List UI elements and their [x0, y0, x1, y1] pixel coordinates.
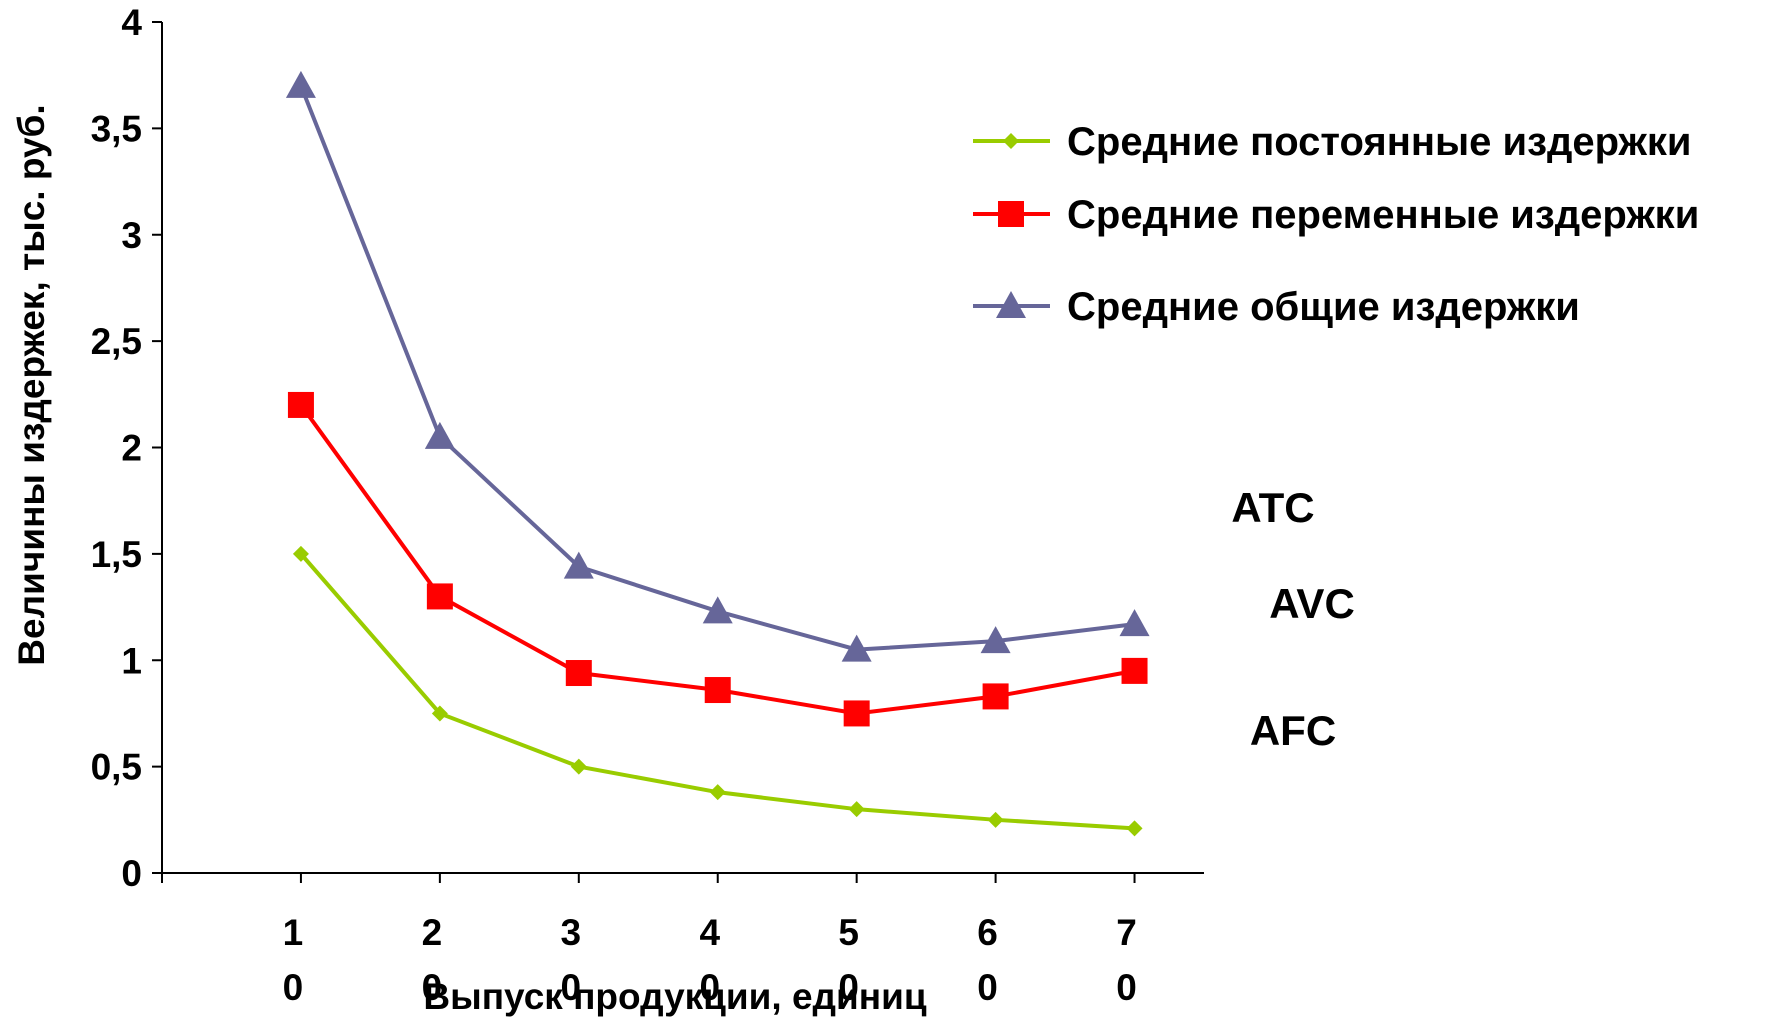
legend: Средние постоянные издержки Средние перем… — [973, 120, 1699, 329]
y-tick-label: 0 — [121, 853, 142, 894]
series-layer — [285, 70, 1150, 837]
series-afc — [292, 545, 1143, 837]
x-ticks: 1 0 2 0 3 0 4 0 5 0 6 0 7 0 — [161, 873, 1137, 1008]
data-point — [982, 683, 1009, 710]
x-tick-label: 6 — [977, 912, 998, 953]
x-axis-title: Выпуск продукции, единиц — [423, 976, 926, 1017]
x-tick-label: 1 — [283, 912, 304, 953]
data-point — [287, 391, 314, 418]
series-end-label: ATC — [1231, 484, 1314, 531]
data-point — [709, 784, 726, 801]
series-line — [299, 85, 1135, 652]
x-tick-label: 7 — [1116, 912, 1137, 953]
series-atc — [285, 70, 1150, 662]
data-point — [702, 596, 733, 624]
legend-marker — [998, 201, 1024, 227]
data-point — [1121, 657, 1148, 684]
data-point — [987, 811, 1004, 828]
y-axis-title: Величины издержек, тыс. руб. — [11, 104, 52, 665]
y-ticks: 0 0,5 1 1,5 2 2,5 3 3,5 4 — [91, 2, 162, 894]
series-end-label: AVC — [1269, 580, 1355, 627]
x-tick-label: 0 — [561, 967, 582, 1008]
y-tick-label: 4 — [121, 2, 142, 43]
data-point — [704, 677, 731, 704]
legend-label: Средние постоянные издержки — [1067, 120, 1692, 164]
y-tick-label: 2,5 — [91, 321, 142, 362]
series-line — [299, 403, 1135, 716]
legend-marker — [996, 291, 1026, 318]
data-point — [1119, 609, 1150, 637]
y-tick-label: 3,5 — [91, 108, 142, 149]
legend-label: Средние переменные издержки — [1067, 193, 1699, 237]
y-tick-label: 0,5 — [91, 747, 142, 788]
x-tick-label: 2 — [422, 912, 443, 953]
x-tick-label: 3 — [561, 912, 582, 953]
x-tick-label: 0 — [838, 967, 859, 1008]
x-tick-label: 4 — [699, 912, 720, 953]
data-point — [841, 634, 872, 662]
legend-marker — [1003, 133, 1019, 149]
data-point — [1126, 820, 1143, 837]
y-tick-label: 2 — [121, 428, 142, 469]
data-point — [848, 801, 865, 818]
legend-item: Средние общие издержки — [973, 285, 1580, 329]
y-tick-label: 1,5 — [91, 534, 142, 575]
data-point — [570, 758, 587, 775]
legend-label: Средние общие издержки — [1067, 285, 1580, 329]
x-tick-label: 0 — [422, 967, 443, 1008]
x-tick-label: 5 — [838, 912, 859, 953]
data-point — [285, 70, 316, 98]
x-tick-label: 0 — [699, 967, 720, 1008]
data-point — [565, 660, 592, 687]
x-tick-label: 0 — [977, 967, 998, 1008]
data-point — [424, 421, 455, 449]
data-point — [843, 700, 870, 727]
data-point — [563, 551, 594, 579]
data-point — [292, 545, 309, 562]
data-point — [431, 705, 448, 722]
legend-item: Средние постоянные издержки — [973, 120, 1692, 164]
y-tick-label: 3 — [121, 215, 142, 256]
series-end-labels: AFC AVC ATC — [1231, 484, 1354, 754]
series-avc — [287, 391, 1148, 727]
data-point — [426, 583, 453, 610]
legend-item: Средние переменные издержки — [973, 193, 1699, 237]
data-point — [980, 626, 1011, 654]
x-tick-label: 0 — [1116, 967, 1137, 1008]
series-end-label: AFC — [1250, 707, 1336, 754]
x-tick-label: 0 — [283, 967, 304, 1008]
y-tick-label: 1 — [121, 640, 142, 681]
